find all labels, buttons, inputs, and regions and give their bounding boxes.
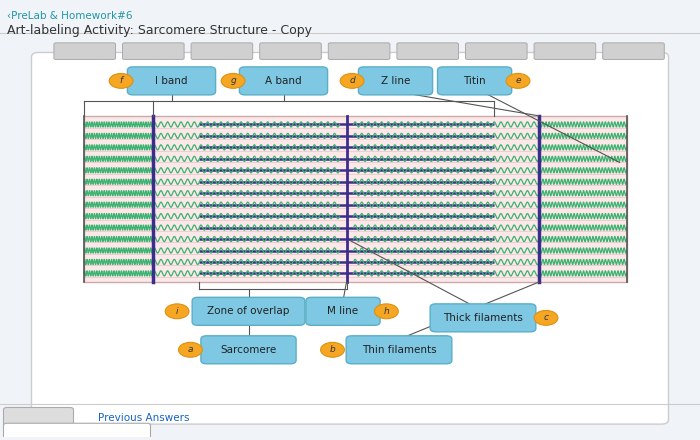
Text: Art-labeling Activity: Sarcomere Structure - Copy: Art-labeling Activity: Sarcomere Structu… xyxy=(7,24,312,37)
Text: Previous Answers: Previous Answers xyxy=(98,413,190,423)
Text: Thin filaments: Thin filaments xyxy=(362,345,436,355)
Text: Zone of overlap: Zone of overlap xyxy=(207,306,290,316)
Circle shape xyxy=(221,73,245,88)
FancyBboxPatch shape xyxy=(192,297,304,325)
Text: Thick filaments: Thick filaments xyxy=(443,313,523,323)
Circle shape xyxy=(374,304,398,319)
Text: f: f xyxy=(120,77,122,85)
FancyBboxPatch shape xyxy=(397,43,458,59)
FancyBboxPatch shape xyxy=(239,67,328,95)
Text: i: i xyxy=(176,307,178,316)
Text: Titin: Titin xyxy=(463,76,486,86)
FancyBboxPatch shape xyxy=(4,423,150,440)
FancyBboxPatch shape xyxy=(4,407,74,429)
Circle shape xyxy=(178,342,202,357)
Circle shape xyxy=(109,73,133,88)
Text: Z line: Z line xyxy=(381,76,410,86)
Text: c: c xyxy=(543,313,549,323)
FancyBboxPatch shape xyxy=(358,67,433,95)
Circle shape xyxy=(321,342,344,357)
FancyBboxPatch shape xyxy=(84,116,626,282)
FancyBboxPatch shape xyxy=(534,43,596,59)
FancyBboxPatch shape xyxy=(328,43,390,59)
Circle shape xyxy=(534,311,558,325)
Text: M line: M line xyxy=(328,306,358,316)
Text: e: e xyxy=(515,77,521,85)
Text: g: g xyxy=(230,77,236,85)
Text: d: d xyxy=(349,77,355,85)
FancyBboxPatch shape xyxy=(346,336,452,364)
FancyBboxPatch shape xyxy=(603,43,664,59)
FancyBboxPatch shape xyxy=(54,43,116,59)
Text: I band: I band xyxy=(155,76,188,86)
FancyBboxPatch shape xyxy=(32,52,668,424)
Circle shape xyxy=(506,73,530,88)
Circle shape xyxy=(340,73,364,88)
FancyBboxPatch shape xyxy=(260,43,321,59)
FancyBboxPatch shape xyxy=(127,67,216,95)
FancyBboxPatch shape xyxy=(306,297,380,325)
Text: Submit: Submit xyxy=(21,413,56,423)
FancyBboxPatch shape xyxy=(430,304,536,332)
FancyBboxPatch shape xyxy=(191,43,253,59)
Text: ✓: ✓ xyxy=(18,426,28,439)
Circle shape xyxy=(165,304,189,319)
Text: Correct: Correct xyxy=(38,427,79,437)
Text: Sarcomere: Sarcomere xyxy=(220,345,276,355)
FancyBboxPatch shape xyxy=(201,336,296,364)
Text: h: h xyxy=(384,307,389,316)
Text: b: b xyxy=(330,345,335,354)
Text: a: a xyxy=(188,345,193,354)
FancyBboxPatch shape xyxy=(122,43,184,59)
FancyBboxPatch shape xyxy=(466,43,527,59)
Text: ‹PreLab & Homework#6: ‹PreLab & Homework#6 xyxy=(7,11,132,21)
Text: A band: A band xyxy=(265,76,302,86)
FancyBboxPatch shape xyxy=(438,67,512,95)
